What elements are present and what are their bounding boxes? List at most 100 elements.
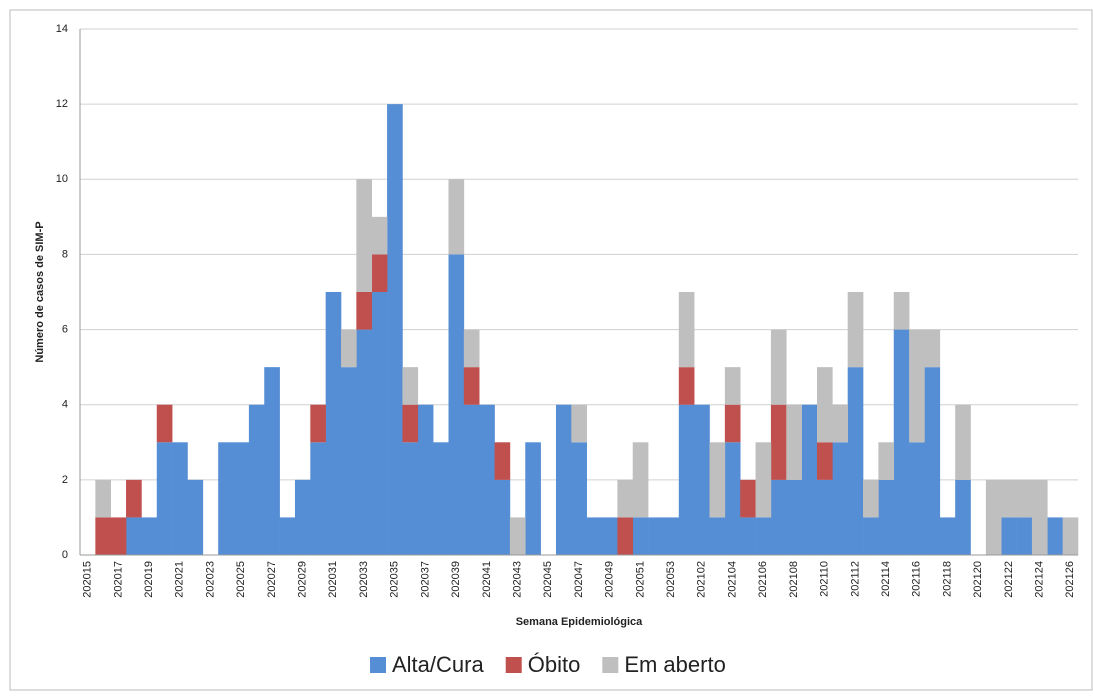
bar-segment — [909, 329, 925, 443]
bar-segment — [494, 479, 511, 555]
x-tick-label: 202037 — [419, 561, 431, 598]
bar-segment — [571, 442, 587, 555]
bar-segment — [816, 479, 833, 555]
bar-segment — [218, 442, 234, 555]
legend-swatch — [602, 657, 619, 673]
bar-segment — [678, 292, 695, 368]
bar-segment — [156, 404, 173, 443]
bar-segment — [786, 404, 802, 480]
bar-segment — [110, 517, 127, 555]
x-tick-label: 202118 — [941, 561, 953, 597]
y-tick-label: 12 — [56, 98, 68, 110]
bar-segment — [1031, 479, 1048, 555]
bar-segment — [586, 517, 603, 555]
x-tick-label: 202043 — [511, 561, 523, 598]
legend-swatch — [370, 657, 386, 673]
x-tick-label: 202114 — [880, 561, 892, 597]
bar-segment — [371, 216, 388, 255]
x-tick-label: 202017 — [112, 561, 124, 598]
bar-segment — [939, 517, 956, 555]
bar-segment — [740, 479, 756, 518]
bar-segment — [448, 179, 465, 255]
bar-segment — [371, 254, 388, 292]
bar-segment — [893, 292, 910, 330]
bar-segment — [402, 404, 419, 443]
bar-segment — [770, 479, 787, 555]
y-tick-label: 8 — [62, 248, 68, 260]
bar-segment — [402, 367, 419, 405]
bar-segment — [95, 517, 112, 555]
bar-segment — [463, 329, 480, 368]
x-tick-label: 202019 — [143, 561, 155, 598]
bar-segment — [1016, 517, 1033, 555]
y-tick-label: 10 — [56, 173, 68, 185]
bar-segment — [248, 404, 265, 555]
bar-segment — [1047, 517, 1063, 555]
x-tick-label: 202047 — [573, 561, 585, 598]
bar-segment — [1016, 479, 1033, 518]
bar-segment — [909, 442, 925, 555]
bar-segment — [617, 517, 634, 555]
x-tick-label: 202031 — [327, 561, 339, 598]
bar-segment — [126, 479, 142, 518]
x-tick-label: 202106 — [757, 561, 769, 598]
bar-segment — [863, 479, 879, 518]
bar-segment — [648, 517, 664, 555]
bar-segment — [755, 442, 772, 518]
bar-segment — [95, 479, 112, 518]
bar-segment — [525, 442, 541, 555]
x-tick-label: 202033 — [358, 561, 370, 598]
bar-segment — [341, 329, 357, 368]
legend-swatch — [505, 657, 522, 673]
bar-segment — [832, 404, 848, 443]
y-tick-label: 4 — [62, 399, 68, 411]
y-tick-label: 6 — [62, 323, 68, 335]
x-tick-label: 202029 — [297, 561, 309, 598]
legend-label: Alta/Cura — [392, 652, 484, 677]
bar-segment — [126, 517, 142, 555]
x-tick-label: 202110 — [819, 561, 831, 597]
bar-segment — [494, 442, 511, 480]
bar-segment — [724, 442, 741, 555]
bar-segment — [387, 104, 403, 556]
bar-segment — [371, 292, 388, 555]
bar-segment — [571, 404, 587, 443]
x-tick-label: 202025 — [235, 561, 247, 598]
bar-segment — [172, 442, 188, 555]
x-tick-label: 202120 — [972, 561, 984, 598]
bar-segment — [694, 404, 710, 555]
bar-segment — [678, 367, 695, 405]
bar-segment — [1001, 479, 1017, 518]
legend-label: Em aberto — [624, 652, 726, 677]
x-tick-label: 202112 — [849, 561, 861, 597]
bar-segment — [310, 404, 326, 443]
bar-segment — [555, 404, 572, 555]
y-axis-title: Número de casos de SIM-P — [34, 221, 46, 362]
bar-segment — [709, 442, 726, 518]
bar-segment — [1001, 517, 1017, 555]
x-tick-label: 202045 — [542, 561, 554, 598]
x-tick-label: 202039 — [450, 561, 462, 598]
bar-segment — [724, 404, 741, 443]
x-axis-title: Semana Epidemiológica — [516, 616, 643, 628]
bar-segment — [632, 442, 649, 518]
bar-segment — [863, 517, 879, 555]
x-tick-label: 202126 — [1064, 561, 1076, 598]
bar-segment — [602, 517, 618, 555]
bar-segment — [709, 517, 726, 555]
x-tick-label: 202035 — [389, 561, 401, 598]
bar-segment — [985, 479, 1002, 555]
x-tick-label: 202104 — [726, 561, 738, 598]
bar-segment — [770, 329, 787, 405]
bar-segment — [678, 404, 695, 555]
bar-segment — [786, 479, 802, 555]
bar-segment — [924, 329, 941, 368]
bar-segment — [463, 404, 480, 555]
bar-segment — [509, 517, 526, 555]
x-tick-label: 202027 — [266, 561, 278, 598]
bar-segment — [356, 329, 373, 555]
bar-segment — [617, 479, 634, 518]
x-tick-label: 202124 — [1034, 561, 1046, 598]
bar-segment — [755, 517, 772, 555]
x-tick-label: 202108 — [788, 561, 800, 598]
